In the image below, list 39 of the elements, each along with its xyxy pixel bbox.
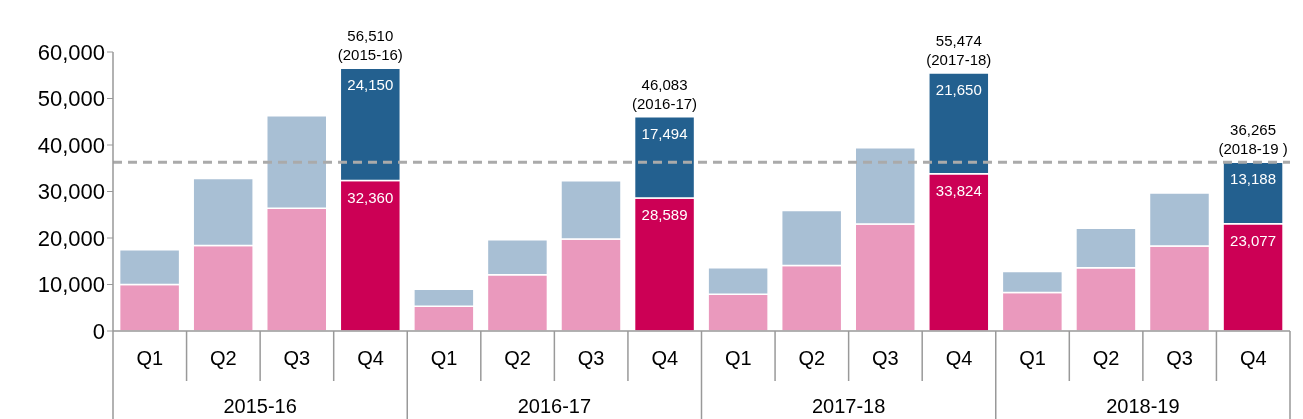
data-label: 32,360: [347, 188, 394, 206]
y-tick-label: 20,000: [37, 225, 105, 251]
x-tick-label: Q2: [798, 347, 826, 369]
text: 2018-19: [1106, 395, 1180, 417]
x-tick-label: Q4: [357, 347, 384, 369]
total-label: 46,083 (2016-17): [632, 75, 698, 112]
x-tick-label: Q4: [945, 347, 973, 369]
y-tick-label: 60,000: [37, 39, 105, 65]
x-tick-label: Q1: [724, 347, 752, 369]
y-tick-label: 50,000: [37, 86, 105, 112]
y-tick-label: 0: [92, 318, 105, 344]
x-tick-label: Q1: [430, 347, 458, 369]
total-label: 36,265 (2018-19 ): [1218, 121, 1288, 158]
text: 2016-17: [517, 395, 592, 417]
total-label: 55,474 (2017-18): [926, 32, 992, 69]
total-label: 56,510 (2015-16): [337, 27, 403, 64]
x-tick-label: Q3: [872, 347, 899, 369]
x-tick-label: Q4: [651, 347, 679, 369]
data-label: 23,077: [1230, 231, 1276, 249]
x-tick-label: Q2: [504, 347, 531, 369]
x-tick-label: Q1: [1019, 347, 1046, 369]
data-label: 24,150: [347, 76, 394, 94]
x-tick-label: Q3: [577, 347, 605, 369]
x-tick-label: Q3: [283, 347, 311, 369]
x-tick-label: Q2: [1092, 347, 1120, 369]
x-tick-label: Q3: [1166, 347, 1193, 369]
data-label: 13,188: [1230, 170, 1276, 188]
data-label: 21,650: [935, 81, 982, 99]
y-tick-label: 10,000: [37, 272, 105, 298]
text: 2017-18: [811, 395, 886, 417]
y-tick-label: 30,000: [37, 179, 105, 205]
x-tick-label: Q4: [1239, 347, 1267, 369]
x-tick-label: Q1: [136, 347, 164, 369]
x-tick-label: Q2: [210, 347, 237, 369]
text: 2015-16: [223, 395, 297, 417]
data-label: 33,824: [935, 181, 982, 199]
data-label: 17,494: [641, 124, 688, 142]
data-label: 28,589: [641, 206, 688, 224]
y-tick-label: 40,000: [37, 132, 105, 158]
